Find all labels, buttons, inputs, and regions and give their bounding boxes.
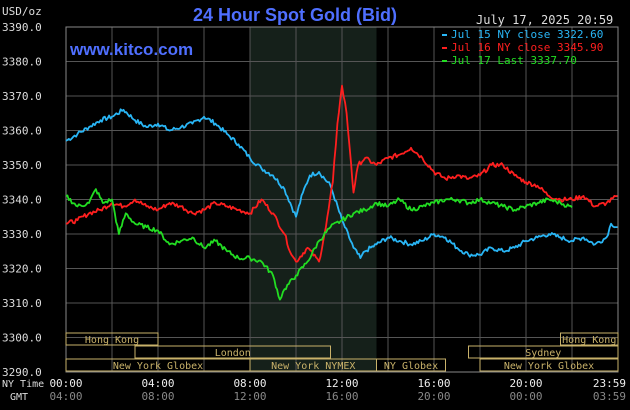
x-tick-label-ny: 04:00 [141, 377, 174, 390]
series-line [65, 84, 618, 263]
market-session-box [65, 332, 159, 346]
y-tick-label: 3380.0 [2, 56, 42, 69]
y-tick-label: 3390.0 [2, 21, 42, 34]
y-tick-label: 3330.0 [2, 228, 42, 241]
legend-label: Jul 15 NY close 3322.60 [451, 28, 603, 41]
market-session-box [468, 345, 619, 359]
market-session: Hong Kong [65, 332, 159, 346]
x-tick-label-gmt: 03:59 [593, 390, 626, 403]
x-tick-label-gmt: 20:00 [417, 390, 450, 403]
gmt-label: GMT [10, 392, 28, 403]
market-session-label: Hong Kong [562, 335, 616, 346]
market-session: NY Globex [376, 358, 446, 372]
market-session-label: New York NYMEX [271, 361, 355, 372]
y-tick-label: 3290.0 [2, 366, 42, 379]
x-tick-label-gmt: 12:00 [233, 390, 266, 403]
y-tick-label: 3300.0 [2, 332, 42, 345]
chart-title: 24 Hour Spot Gold (Bid) [193, 5, 397, 25]
market-session-label: Hong Kong [85, 335, 139, 346]
legend-label: Jul 16 NY close 3345.90 [451, 41, 603, 54]
market-session-label: Sydney [525, 348, 561, 359]
y-axis-ticks: 3390.0 3380.0 3370.0 3360.0 3350.0 3340.0 3330… [2, 21, 42, 379]
market-session: London [134, 345, 331, 359]
y-tick-label: 3310.0 [2, 297, 42, 310]
x-axis-ticks: 00:00 04:00 08:00 12:00 16:00 20:00 23:5904:00… [49, 377, 626, 403]
y-tick-label: 3360.0 [2, 125, 42, 138]
market-session-label: London [215, 348, 251, 359]
market-session: New York Globex [479, 358, 619, 372]
x-tick-label-ny: 20:00 [509, 377, 542, 390]
market-session-box [134, 345, 331, 359]
legend-swatch [442, 47, 447, 49]
grid [65, 26, 619, 373]
series-line [65, 108, 618, 259]
legend-label: Jul 17 Last 3337.70 [451, 54, 577, 67]
market-session-box [376, 358, 446, 372]
y-tick-label: 3320.0 [2, 263, 42, 276]
y-tick-label: 3340.0 [2, 194, 42, 207]
x-tick-label-gmt: 08:00 [141, 390, 174, 403]
market-session-box [479, 358, 619, 372]
x-tick-label-ny: 12:00 [325, 377, 358, 390]
x-tick-label-gmt: 04:00 [49, 390, 82, 403]
market-sessions: Hong Kong Hong Kong London Sydney New York G… [65, 332, 619, 372]
x-tick-label-ny: 08:00 [233, 377, 266, 390]
y-tick-label: 3370.0 [2, 90, 42, 103]
ny-time-label: NY Time [2, 379, 44, 390]
market-session-label: New York Globex [113, 361, 203, 372]
legend-swatch [442, 34, 447, 36]
x-tick-label-ny: 00:00 [49, 377, 82, 390]
plot-frame [65, 26, 619, 373]
timestamp: July 17, 2025 20:59 [476, 13, 613, 27]
x-tick-label-gmt: 00:00 [509, 390, 542, 403]
legend-swatch [442, 60, 447, 62]
x-tick-label-ny: 16:00 [417, 377, 450, 390]
site-label: www.kitco.com [69, 40, 193, 59]
price-series [65, 84, 618, 301]
x-tick-label-gmt: 16:00 [325, 390, 358, 403]
market-session-box [560, 332, 619, 346]
y-tick-label: 3350.0 [2, 159, 42, 172]
market-session: Hong Kong [560, 332, 619, 346]
market-session: Sydney [468, 345, 619, 359]
market-session-label: NY Globex [384, 361, 438, 372]
x-tick-label-ny: 23:59 [593, 377, 626, 390]
unit-label: USD/oz [2, 5, 42, 18]
series-line [65, 188, 573, 301]
market-session-label: New York Globex [504, 361, 594, 372]
